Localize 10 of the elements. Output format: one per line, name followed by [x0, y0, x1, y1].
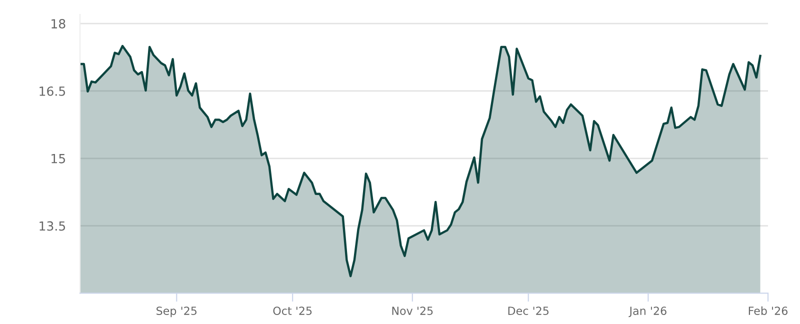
x-tick-label: Oct '25	[273, 306, 312, 316]
x-tick-label: Nov '25	[392, 306, 433, 316]
y-tick-label: 18	[52, 19, 66, 28]
x-tick-label: Sep '25	[156, 306, 196, 318]
y-tick-label: 13.5	[40, 221, 66, 231]
x-tick-label: Dec '25	[508, 306, 548, 316]
x-tick-label: Jan '26	[628, 306, 666, 318]
x-tick-label: Feb '26	[748, 306, 788, 316]
y-tick-label: 15	[52, 154, 66, 164]
y-tick-label: 16.5	[40, 86, 66, 96]
